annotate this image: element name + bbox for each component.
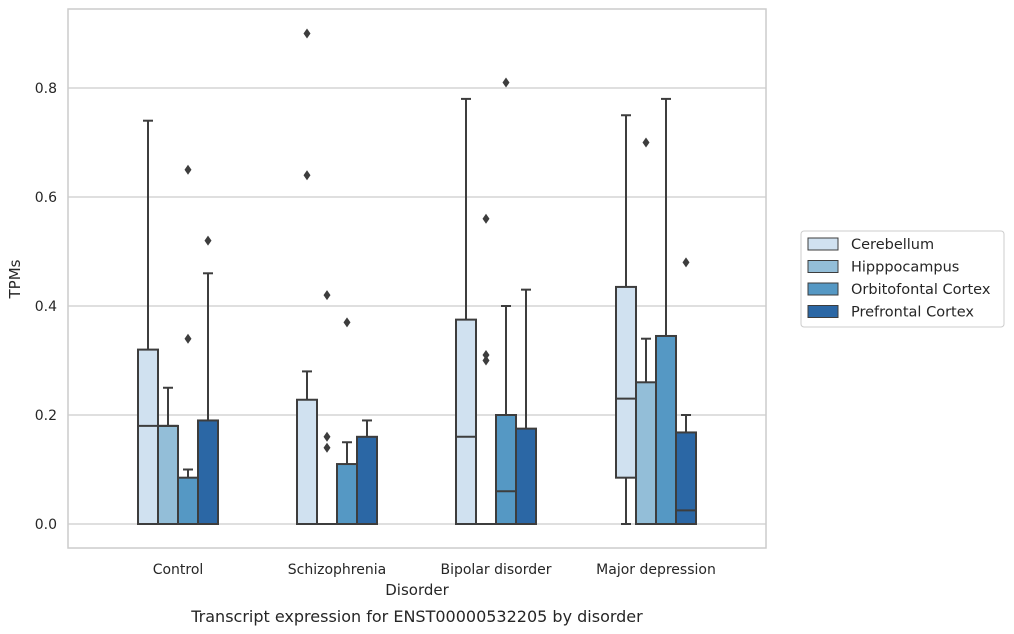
x-tick-label: Control — [153, 562, 204, 578]
y-tick-label: 0.4 — [35, 299, 57, 315]
box-group — [356, 419, 378, 525]
box-layer — [137, 28, 697, 526]
box-group — [476, 213, 496, 525]
legend-label: Prefrontal Cortex — [851, 305, 974, 321]
legend-swatch — [807, 305, 839, 318]
box — [296, 398, 318, 525]
legend-swatch — [807, 260, 839, 273]
box — [177, 476, 199, 525]
outlier-point — [303, 28, 311, 39]
box-group — [137, 119, 159, 525]
box-group — [455, 97, 477, 525]
x-tick-label: Major depression — [596, 562, 716, 578]
y-tick-label: 0.8 — [35, 81, 57, 97]
box-group — [197, 235, 219, 526]
y-axis-title: TPMs — [6, 259, 24, 299]
y-tick-labels: 0.0 0.2 0.4 0.6 0.8 — [35, 81, 57, 533]
box — [515, 427, 537, 525]
outlier-point — [184, 333, 192, 344]
legend-frame — [800, 230, 1005, 328]
outlier-point — [323, 442, 331, 453]
outlier-point — [343, 317, 351, 328]
box-group — [515, 288, 537, 525]
box-group — [655, 97, 677, 525]
outlier-point — [482, 355, 490, 366]
outlier-point — [682, 257, 690, 268]
box — [615, 285, 637, 479]
legend-label: Orbitofontal Cortex — [851, 282, 991, 298]
y-tick-label: 0.2 — [35, 408, 57, 424]
box-group — [675, 257, 697, 525]
box-group — [296, 28, 318, 525]
box — [675, 431, 697, 525]
outlier-point — [204, 235, 212, 246]
box — [197, 419, 219, 526]
y-tick-label: 0.0 — [35, 517, 57, 533]
legend-swatch — [807, 237, 839, 251]
box — [137, 348, 159, 525]
box-group — [336, 317, 358, 525]
legend-swatch — [807, 282, 839, 296]
outlier-point — [482, 350, 490, 361]
outlier-point — [502, 77, 510, 88]
chart-caption: Transcript expression for ENST0000053220… — [190, 607, 643, 626]
box — [356, 435, 378, 525]
box — [635, 381, 657, 525]
box — [336, 463, 358, 525]
outlier-point — [303, 170, 311, 181]
box — [157, 424, 179, 525]
plot-frame — [67, 8, 767, 549]
x-tick-label: Schizophrenia — [288, 562, 386, 578]
outlier-point — [482, 213, 490, 224]
outlier-point — [184, 164, 192, 175]
box-group — [615, 114, 637, 525]
box-group — [495, 77, 517, 525]
x-tick-labels: Control Schizophrenia Bipolar disorder Majo… — [153, 562, 716, 578]
outlier-point — [642, 137, 650, 148]
box-group — [635, 137, 657, 525]
box — [655, 334, 677, 525]
box-group — [317, 290, 337, 525]
x-tick-label: Bipolar disorder — [440, 562, 551, 578]
y-tick-label: 0.6 — [35, 190, 57, 206]
outlier-point — [323, 431, 331, 442]
legend-label: Cerebellum — [851, 237, 934, 253]
box-group — [177, 164, 199, 525]
box-group — [157, 386, 179, 525]
outlier-point — [323, 290, 331, 301]
box — [455, 318, 477, 525]
legend-label: Hipppocampus — [851, 260, 959, 276]
legend: Cerebellum Hipppocampus Orbitofontal Corte… — [800, 230, 1005, 328]
box — [495, 414, 517, 525]
x-axis-title: Disorder — [385, 581, 449, 599]
